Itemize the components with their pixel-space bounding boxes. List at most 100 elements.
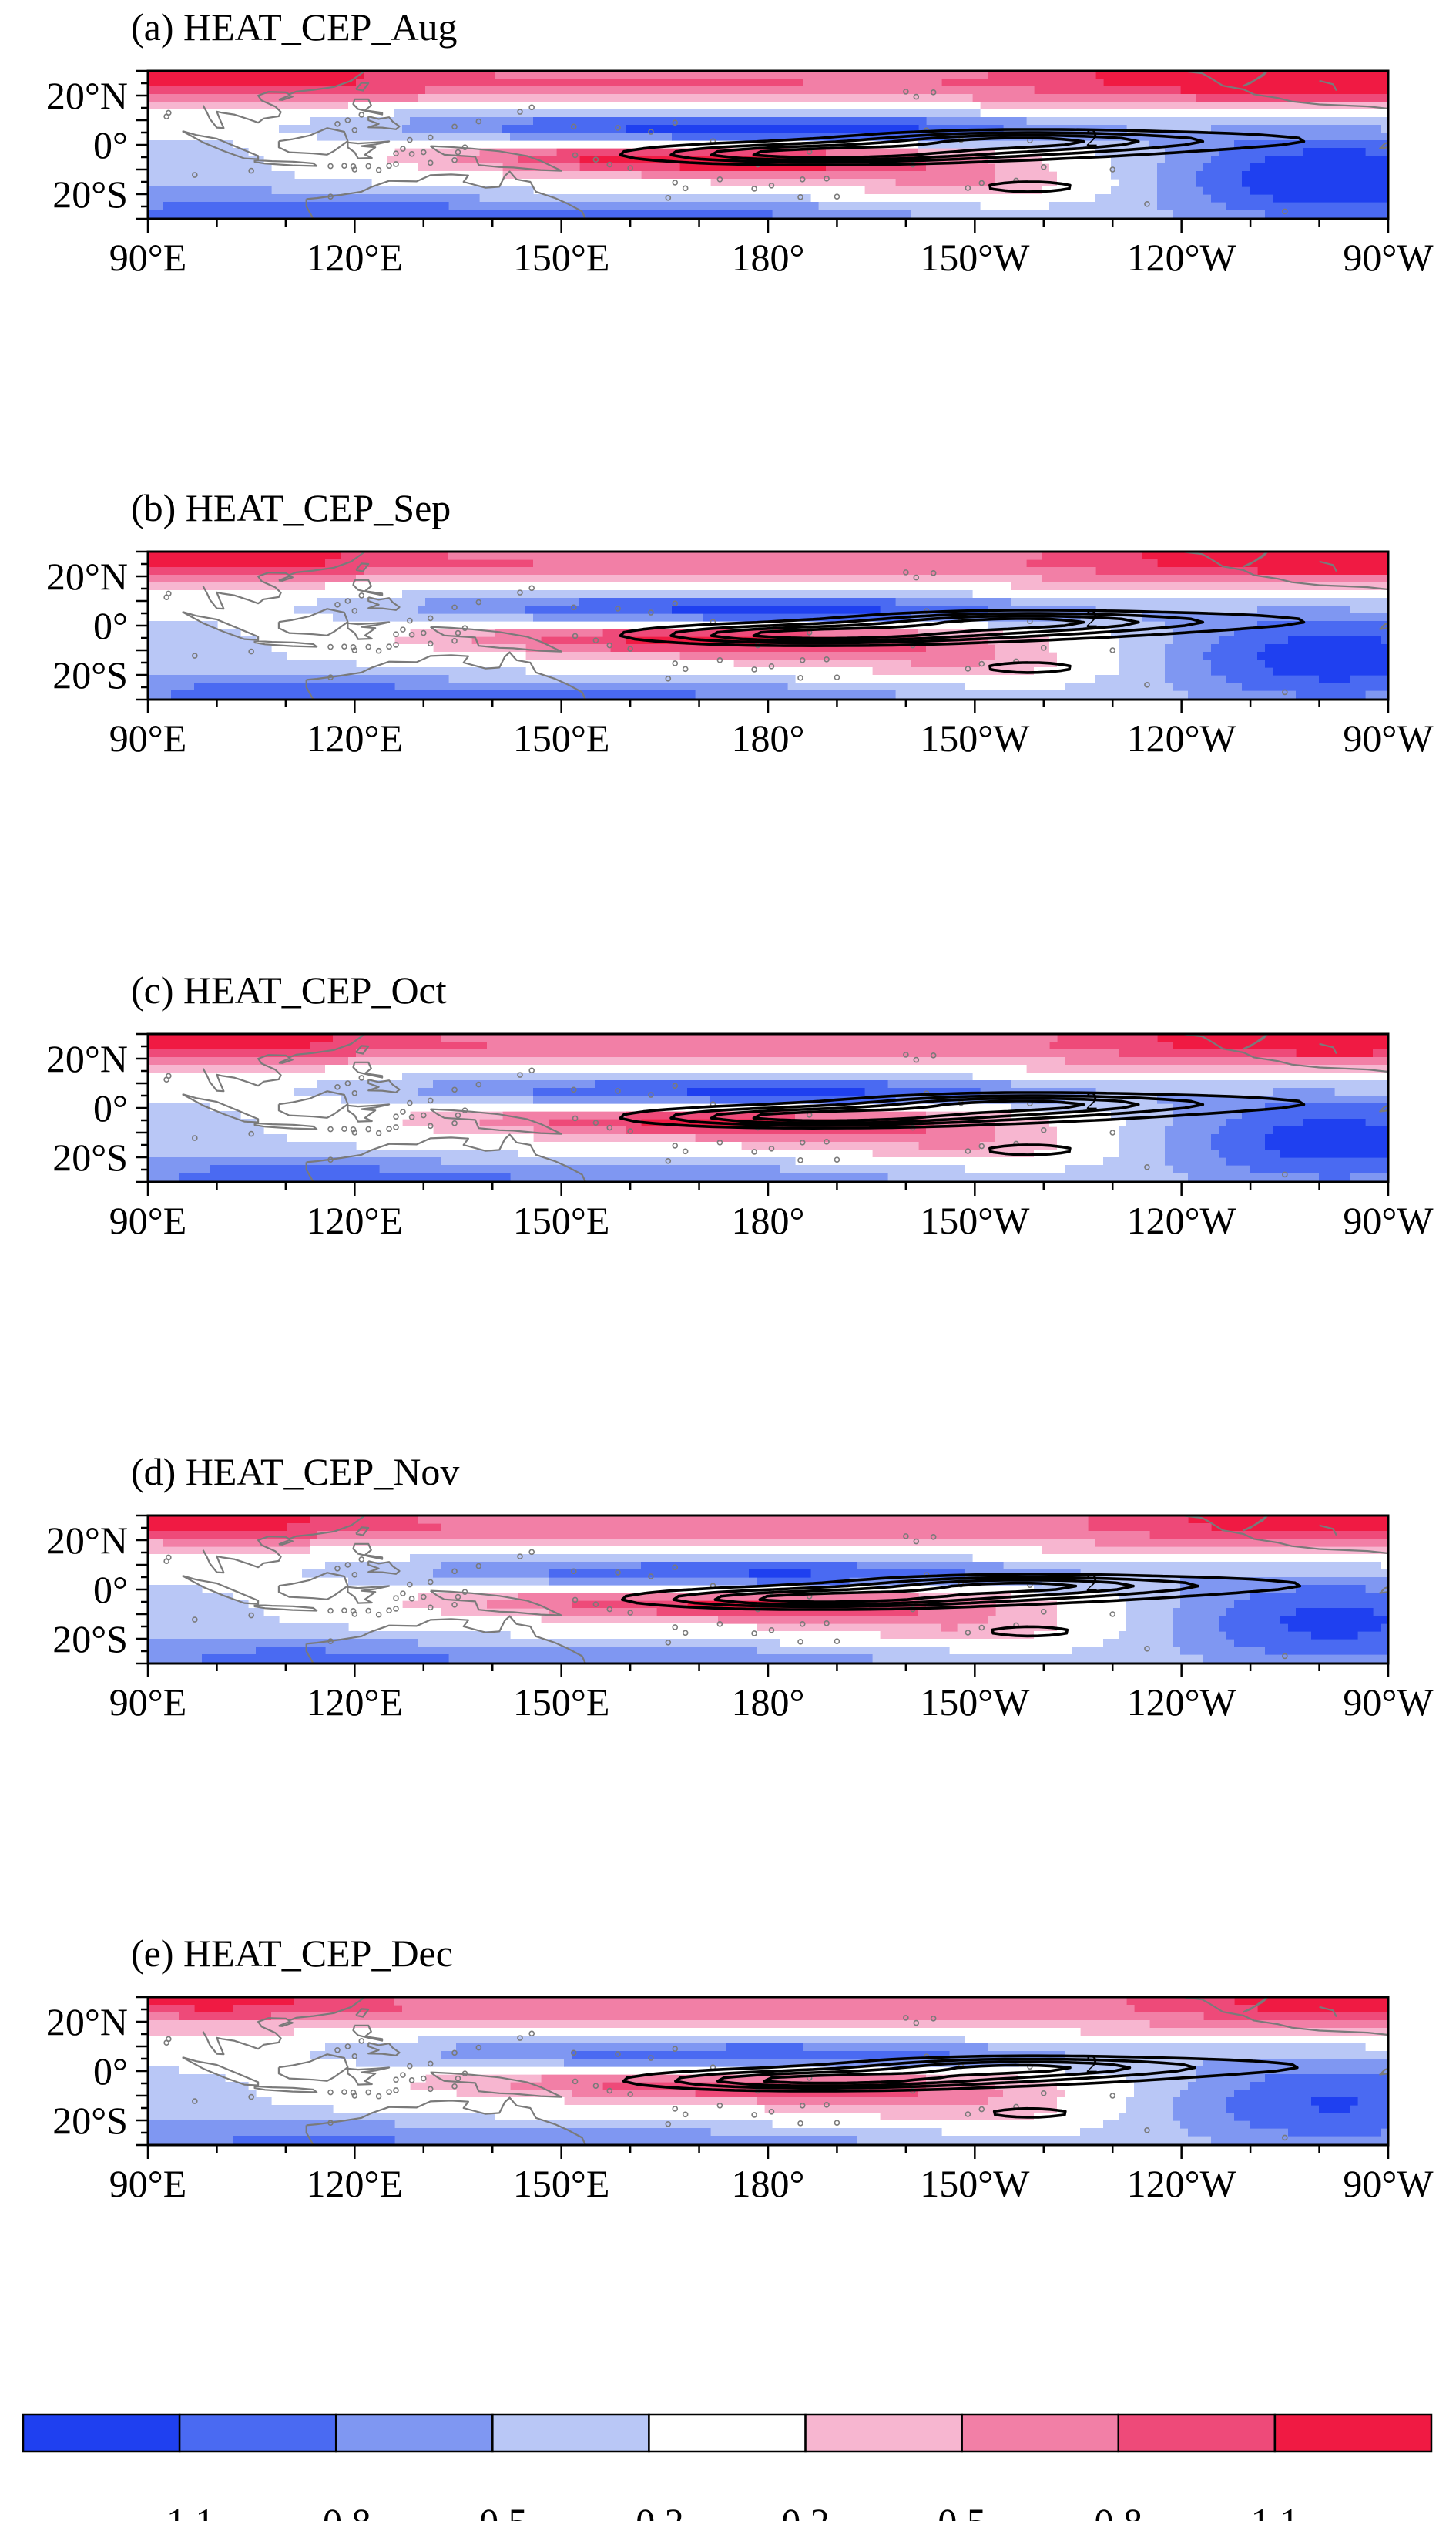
panels: 2 90°E 120°E 150°E 180° 150°W 120°W 90°W 20°N 0° 2… — [46, 5, 1434, 2205]
x-tick-label: 90°W — [1343, 2162, 1434, 2205]
x-tick-label: 150°W — [920, 2162, 1030, 2205]
x-tick-label: 150°W — [920, 1199, 1030, 1242]
x-tick-label: 150°W — [920, 1680, 1030, 1724]
x-tick-label: 120°W — [1127, 236, 1237, 279]
y-tick-label: 20°N — [46, 1519, 128, 1562]
panel-3: 2 90°E 120°E 150°E 180° 150°W 120°W 90°W 20°N 0° 2… — [46, 968, 1434, 1242]
contour-6 — [710, 133, 1140, 162]
x-tick-label: 90°W — [1343, 1199, 1434, 1242]
panel-4: 2 90°E 120°E 150°E 180° 150°W 120°W 90°W 20°N 0° 2… — [46, 1450, 1434, 1724]
x-tick-label: 120°E — [307, 1680, 404, 1724]
contour-label: 2 — [1085, 605, 1098, 633]
y-tick-label: 0° — [93, 123, 128, 166]
contour-label: 2 — [1085, 1087, 1098, 1115]
x-tick-label: 180° — [732, 236, 805, 279]
x-tick-label: 120°E — [307, 2162, 404, 2205]
contour-4 — [674, 2057, 1196, 2090]
y-tick-label: 20°N — [46, 555, 128, 598]
y-tick-label: 20°S — [52, 2099, 128, 2142]
x-tick-label: 150°W — [920, 236, 1030, 279]
x-tick-label: 180° — [732, 2162, 805, 2205]
colorbar-swatch — [1273, 2413, 1433, 2453]
colorbar-label: 0.5 — [938, 2500, 986, 2521]
panel-title: (d) HEAT_CEP_Nov — [131, 1450, 459, 1493]
contour-label: 2 — [1085, 1569, 1098, 1596]
y-tick-label: 20°S — [52, 653, 128, 697]
y-tick-label: 20°N — [46, 2000, 128, 2043]
axis-ticks — [136, 69, 1390, 233]
panel-title: (c) HEAT_CEP_Oct — [131, 968, 447, 1012]
contour-4 — [669, 131, 1205, 164]
y-tick-label: 20°S — [52, 1136, 128, 1179]
x-tick-label: 90°E — [109, 717, 187, 760]
x-tick-label: 120°E — [307, 1199, 404, 1242]
x-tick-label: 90°W — [1343, 236, 1434, 279]
axis-ticks — [136, 1032, 1390, 1196]
x-tick-label: 120°W — [1127, 1199, 1237, 1242]
colorbar-swatch — [1117, 2413, 1277, 2453]
colorbar-label: −1.1 — [145, 2500, 215, 2521]
x-tick-label: 120°E — [307, 236, 404, 279]
panel-5: 2 90°E 120°E 150°E 180° 150°W 120°W 90°W 20°N 0° 2… — [46, 1932, 1434, 2205]
x-tick-label: 120°E — [307, 717, 404, 760]
x-tick-label: 180° — [732, 1680, 805, 1724]
axis-ticks — [136, 1996, 1390, 2159]
x-tick-label: 90°E — [109, 236, 187, 279]
x-tick-label: 120°W — [1127, 1680, 1237, 1724]
coastlines — [163, 1034, 1388, 1182]
contour-8 — [752, 1099, 1085, 1123]
panel-1: 2 90°E 120°E 150°E 180° 150°W 120°W 90°W 20°N 0° 2… — [46, 5, 1434, 279]
x-tick-label: 150°E — [513, 1199, 610, 1242]
colorbar-swatch — [961, 2413, 1120, 2453]
y-tick-label: 20°N — [46, 74, 128, 117]
y-tick-label: 0° — [93, 1568, 128, 1611]
x-tick-label: 180° — [732, 1199, 805, 1242]
x-tick-label: 150°E — [513, 717, 610, 760]
heating-contours: 2 — [621, 1569, 1302, 1638]
axis-ticks — [136, 550, 1390, 713]
colorbar-swatch — [334, 2413, 494, 2453]
colorbar-swatch — [178, 2413, 337, 2453]
contour-6 — [713, 1579, 1135, 1606]
axis-ticks — [136, 1514, 1390, 1677]
panel-title: (e) HEAT_CEP_Dec — [131, 1932, 453, 1975]
colorbar-label: 0.8 — [1095, 2500, 1143, 2521]
colorbar-swatch — [648, 2413, 807, 2453]
colorbar-swatch — [491, 2413, 650, 2453]
colorbar-label: −0.2 — [614, 2500, 684, 2521]
x-tick-label: 150°E — [513, 2162, 610, 2205]
contour-2 — [619, 1091, 1306, 1156]
x-tick-label: 150°W — [920, 717, 1030, 760]
panel-2: 2 90°E 120°E 150°E 180° 150°W 120°W 90°W 20°N 0° 2… — [46, 486, 1434, 760]
x-tick-label: 180° — [732, 717, 805, 760]
coastlines — [163, 552, 1388, 700]
x-tick-label: 90°E — [109, 1199, 187, 1242]
contour-2 — [619, 609, 1306, 674]
heating-contours: 2 — [619, 124, 1306, 193]
y-tick-label: 20°S — [52, 1617, 128, 1660]
colorbar-swatch — [22, 2413, 181, 2453]
x-tick-label: 90°E — [109, 1680, 187, 1724]
y-tick-label: 20°S — [52, 173, 128, 216]
heating-contours: 2 — [619, 605, 1306, 674]
x-tick-label: 90°W — [1343, 1680, 1434, 1724]
contour-2 — [619, 128, 1306, 193]
colorbar-label: −0.8 — [301, 2500, 371, 2521]
colorbar-swatch — [804, 2413, 963, 2453]
shaded-field — [148, 552, 1388, 700]
x-tick-label: 90°W — [1343, 717, 1434, 760]
coastlines — [163, 1516, 1388, 1663]
contour-4 — [669, 1094, 1205, 1127]
contour-2 — [622, 2054, 1299, 2119]
colorbar-label: 1.1 — [1251, 2500, 1300, 2521]
colorbar-label: 0.2 — [781, 2500, 830, 2521]
contour-label: 2 — [1085, 124, 1098, 152]
contour-8 — [752, 136, 1085, 159]
colorbar: −1.1 −0.8 −0.5 −0.2 0.2 0.5 0.8 1.1 — [22, 2413, 1433, 2521]
contour-label: 2 — [1085, 2050, 1098, 2078]
x-tick-label: 120°W — [1127, 2162, 1237, 2205]
y-tick-label: 0° — [93, 604, 128, 647]
panel-title: (a) HEAT_CEP_Aug — [131, 5, 458, 49]
heating-contours: 2 — [619, 1087, 1306, 1156]
